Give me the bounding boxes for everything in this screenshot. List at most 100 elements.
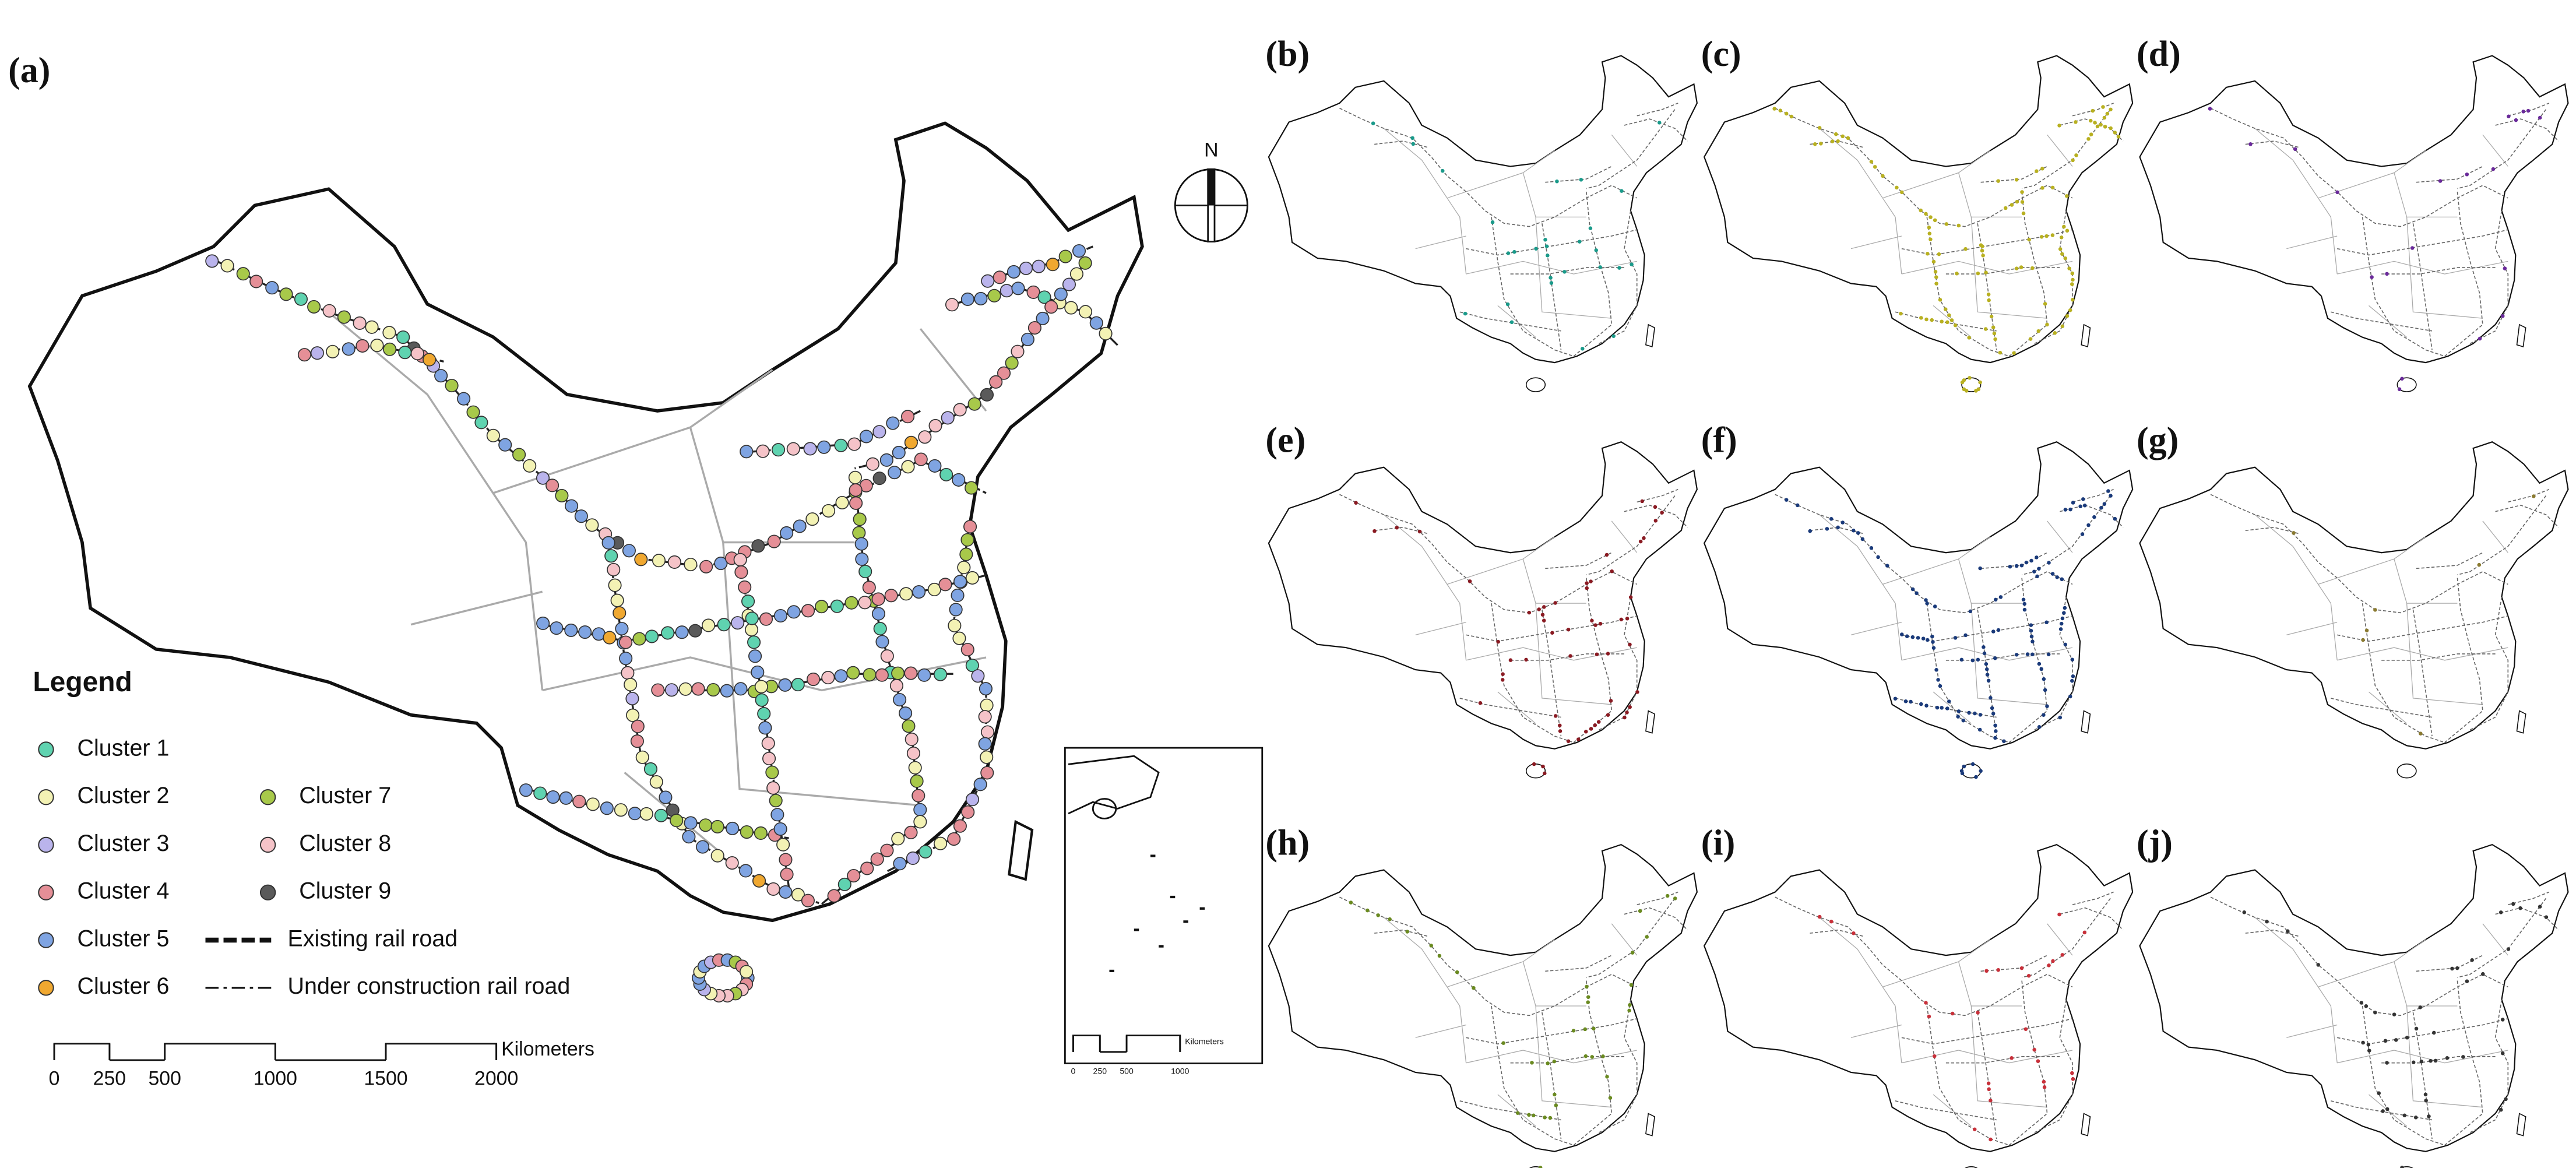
station-dot bbox=[710, 849, 724, 863]
station-dot bbox=[1627, 1008, 1631, 1013]
station-dot bbox=[1630, 951, 1635, 955]
station-dot bbox=[1852, 931, 1856, 935]
station-dot bbox=[2067, 266, 2071, 270]
station-dot bbox=[2019, 966, 2024, 970]
station-dot bbox=[952, 631, 966, 645]
station-dot bbox=[2022, 607, 2027, 612]
station-dot bbox=[1069, 267, 1084, 281]
station-dot bbox=[1586, 1000, 1590, 1004]
station-dot bbox=[889, 678, 904, 693]
station-dot bbox=[1019, 261, 1033, 275]
station-dot bbox=[1936, 678, 1940, 682]
station-dot bbox=[2045, 322, 2049, 327]
station-dot bbox=[884, 589, 898, 603]
rail-line bbox=[2457, 109, 2547, 189]
station-dot bbox=[1395, 526, 1399, 530]
station-dot bbox=[546, 790, 560, 804]
station-dot bbox=[2012, 351, 2016, 356]
station-dot bbox=[1991, 325, 1996, 329]
station-dot bbox=[353, 316, 367, 330]
station-dot bbox=[1984, 969, 1989, 973]
station-dot bbox=[619, 652, 633, 666]
station-dot bbox=[758, 721, 772, 735]
rail-line bbox=[1945, 1056, 2060, 1064]
station-dot bbox=[1949, 318, 1954, 322]
station-dot bbox=[1563, 270, 1567, 274]
station-dot bbox=[512, 448, 526, 462]
scale-tick-label: 250 bbox=[93, 1068, 126, 1090]
station-dot bbox=[757, 707, 771, 721]
station-dot bbox=[1930, 318, 1934, 322]
station-dot bbox=[714, 557, 728, 571]
station-dot bbox=[2424, 1098, 2428, 1103]
station-dot bbox=[688, 624, 702, 638]
station-dot bbox=[1541, 764, 1545, 769]
station-dot bbox=[934, 836, 948, 850]
station-dot bbox=[2410, 246, 2415, 250]
station-dot bbox=[905, 732, 919, 747]
station-dot bbox=[1987, 298, 1991, 302]
station-dot bbox=[2020, 200, 2025, 204]
station-dot bbox=[846, 666, 860, 680]
station-dot bbox=[322, 304, 336, 318]
station-dot bbox=[957, 561, 971, 575]
station-dot bbox=[586, 797, 600, 811]
station-dot bbox=[2029, 558, 2033, 563]
station-dot bbox=[2060, 577, 2064, 582]
station-dot bbox=[1405, 930, 1409, 934]
station-dot bbox=[630, 734, 644, 748]
station-dot bbox=[2455, 966, 2459, 970]
station-dot bbox=[1505, 302, 1510, 307]
station-dot bbox=[904, 435, 918, 449]
station-dot bbox=[948, 618, 962, 632]
station-dot bbox=[2511, 902, 2515, 906]
scale-tick-label: 250 bbox=[1093, 1066, 1107, 1075]
station-dot bbox=[997, 366, 1011, 380]
station-dot bbox=[1950, 1011, 1955, 1016]
station-dot bbox=[2050, 233, 2055, 237]
station-dot bbox=[740, 825, 754, 839]
station-dot bbox=[1982, 651, 1987, 656]
station-dot bbox=[1931, 259, 1936, 264]
china-map bbox=[1704, 844, 2134, 1168]
station-dot bbox=[778, 678, 792, 692]
rail-line bbox=[1980, 166, 2047, 183]
legend-label: Cluster 1 bbox=[78, 735, 170, 761]
station-dot bbox=[906, 746, 920, 761]
rail-line bbox=[2508, 103, 2550, 117]
station-dot bbox=[2047, 963, 2051, 968]
station-dot bbox=[1993, 656, 1997, 660]
station-dot bbox=[1915, 591, 1919, 596]
station-dot bbox=[608, 578, 622, 592]
station-dot bbox=[699, 560, 713, 574]
station-dot bbox=[1005, 356, 1019, 370]
north-label: N bbox=[1204, 139, 1218, 161]
station-dot bbox=[2060, 616, 2065, 621]
station-dot bbox=[1628, 1003, 1632, 1007]
station-dot bbox=[2521, 110, 2525, 114]
station-dot bbox=[1873, 165, 1877, 169]
station-dot bbox=[2065, 314, 2070, 318]
station-dot bbox=[787, 605, 801, 619]
station-dot bbox=[365, 320, 379, 334]
station-dot bbox=[2035, 574, 2039, 579]
station-dot bbox=[2070, 1071, 2074, 1075]
station-dot bbox=[2071, 501, 2075, 505]
legend-title: Legend bbox=[33, 667, 132, 698]
station-dot bbox=[2377, 1091, 2381, 1095]
station-dot bbox=[474, 416, 488, 430]
china-map bbox=[1704, 55, 2134, 393]
station-dot bbox=[2071, 277, 2075, 282]
station-dot bbox=[837, 877, 851, 891]
station-dot bbox=[751, 539, 765, 553]
rail-line bbox=[2060, 504, 2124, 528]
station-dot bbox=[2418, 1005, 2422, 1009]
station-dot bbox=[1585, 581, 1589, 585]
station-dot bbox=[294, 292, 308, 306]
station-dot bbox=[1924, 1001, 1928, 1005]
station-dot bbox=[2507, 114, 2511, 118]
station-dot bbox=[726, 821, 740, 836]
scale-bar-segment bbox=[385, 1043, 498, 1060]
inset-island bbox=[1092, 798, 1117, 819]
scale-unit: Kilometers bbox=[1185, 1037, 1224, 1046]
